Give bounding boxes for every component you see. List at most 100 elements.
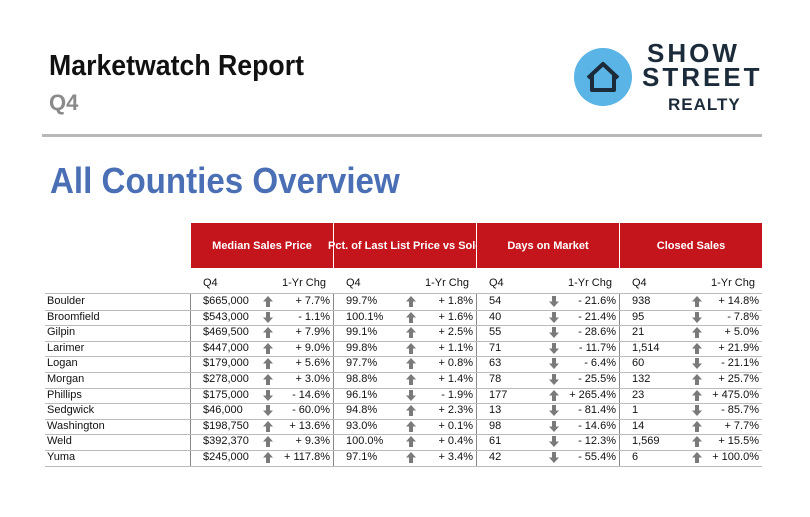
down-arrow xyxy=(692,358,702,370)
subheader: 1-Yr Chg xyxy=(281,277,326,289)
q4-value: $392,370 xyxy=(203,435,249,448)
county-name: Morgan xyxy=(47,373,85,385)
q4-value: 177 xyxy=(489,388,508,401)
q4-value: 98.8% xyxy=(346,373,378,385)
change-value: - 25.5% xyxy=(578,373,616,385)
q4-value: 42 xyxy=(489,451,502,463)
up-arrow xyxy=(263,296,273,307)
up-arrow xyxy=(692,452,702,463)
change-value: + 0.1% xyxy=(438,419,473,432)
change-value: + 1.4% xyxy=(438,373,473,385)
logo-icon xyxy=(574,48,632,106)
county-name: Yuma xyxy=(47,451,76,463)
q4-value: 94.8% xyxy=(346,404,378,417)
column-group-header: Pct. of Last List Price vs Sold xyxy=(328,223,482,268)
down-arrow xyxy=(263,311,273,323)
logo-text: STREET xyxy=(642,62,763,92)
q4-value: $469,500 xyxy=(203,326,249,339)
down-arrow xyxy=(549,342,559,354)
up-arrow xyxy=(263,342,273,354)
up-arrow xyxy=(406,342,416,354)
down-arrow xyxy=(549,296,559,307)
change-value: + 1.8% xyxy=(438,295,473,307)
row-line xyxy=(45,434,762,436)
down-arrow xyxy=(549,358,559,370)
q4-value: $278,000 xyxy=(203,373,249,385)
q4-value: 40 xyxy=(489,310,502,323)
up-arrow xyxy=(263,374,273,385)
up-arrow xyxy=(692,389,702,401)
report-subtitle: Q4 xyxy=(49,90,79,115)
up-arrow xyxy=(263,358,273,370)
down-arrow xyxy=(406,389,416,401)
q4-value: 55 xyxy=(489,326,502,339)
down-arrow xyxy=(549,374,559,385)
q4-value: 96.1% xyxy=(346,388,378,401)
county-name: Washington xyxy=(47,419,105,432)
change-value: - 60.0% xyxy=(292,404,330,417)
subheader: 1-Yr Chg xyxy=(710,277,755,289)
change-value: + 1.6% xyxy=(438,310,473,323)
up-arrow xyxy=(692,296,702,307)
column-divider xyxy=(333,293,334,466)
column-divider xyxy=(190,293,191,466)
up-arrow xyxy=(406,420,416,432)
down-arrow xyxy=(549,436,559,448)
q4-value: 61 xyxy=(489,435,502,448)
row-line xyxy=(45,418,762,420)
column-group-header: Days on Market xyxy=(476,223,619,268)
q4-value: 97.7% xyxy=(346,357,378,370)
up-arrow xyxy=(406,327,416,339)
logo-text: REALTY xyxy=(668,95,741,114)
change-value: - 21.6% xyxy=(578,295,616,307)
row-line xyxy=(45,293,762,294)
change-value: - 28.6% xyxy=(578,326,616,339)
subheader: 1-Yr Chg xyxy=(567,277,612,289)
change-value: + 0.8% xyxy=(438,357,473,370)
change-value: - 21.4% xyxy=(578,310,616,323)
down-arrow xyxy=(549,452,559,463)
q4-value: $198,750 xyxy=(203,419,249,432)
column-group-header: Median Sales Price xyxy=(190,223,333,268)
change-value: + 2.5% xyxy=(438,326,473,339)
row-line xyxy=(45,403,762,405)
up-arrow xyxy=(692,436,702,448)
column-group-header: Closed Sales xyxy=(619,223,762,268)
change-value: - 1.9% xyxy=(441,388,473,401)
down-arrow xyxy=(263,405,273,417)
change-value: - 6.4% xyxy=(584,357,616,370)
q4-value: $179,000 xyxy=(203,357,249,370)
row-line xyxy=(45,356,762,358)
up-arrow xyxy=(406,452,416,463)
change-value: - 14.6% xyxy=(578,419,616,432)
q4-value: 98 xyxy=(489,419,502,432)
row-line xyxy=(45,372,762,373)
up-arrow xyxy=(406,405,416,417)
change-value: + 21.9% xyxy=(718,341,759,354)
change-value: + 3.4% xyxy=(438,451,473,463)
up-arrow xyxy=(263,436,273,448)
subheader: Q4 xyxy=(346,277,361,289)
q4-value: 63 xyxy=(489,357,502,370)
q4-value: $175,000 xyxy=(203,388,249,401)
q4-value: 23 xyxy=(632,388,645,401)
county-name: Gilpin xyxy=(47,326,76,339)
down-arrow xyxy=(549,327,559,339)
change-value: - 85.7% xyxy=(721,404,759,417)
q4-value: 78 xyxy=(489,373,502,385)
change-value: + 5.6% xyxy=(295,357,330,370)
q4-value: $46,000 xyxy=(203,404,243,417)
column-divider xyxy=(476,293,477,466)
row-line xyxy=(45,450,762,451)
divider xyxy=(42,134,762,137)
q4-value: 95 xyxy=(632,310,645,323)
change-value: + 3.0% xyxy=(295,373,330,385)
change-value: + 475.0% xyxy=(712,388,759,401)
county-name: Broomfield xyxy=(47,310,100,323)
q4-value: $447,000 xyxy=(203,341,249,354)
q4-value: 1 xyxy=(632,404,639,417)
county-name: Weld xyxy=(47,435,72,448)
q4-value: 13 xyxy=(489,404,502,417)
q4-value: 60 xyxy=(632,357,645,370)
change-value: + 1.1% xyxy=(438,341,473,354)
